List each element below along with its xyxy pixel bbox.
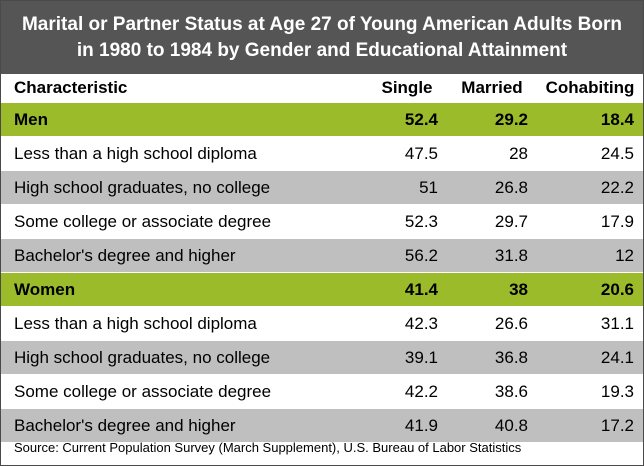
table-title: Marital or Partner Status at Age 27 of Y… (1, 1, 643, 74)
cohabiting-value: 22.2 (600, 177, 634, 197)
group-row: Women 41.4 38 20.6 (1, 272, 643, 307)
single-value: 42.2 (404, 381, 438, 401)
cohabiting-value: 17.2 (600, 415, 634, 435)
single-value: 52.3 (404, 211, 438, 231)
cohabiting-value: 24.5 (600, 143, 634, 163)
married-value: 31.8 (494, 245, 528, 265)
single-value: 39.1 (404, 347, 438, 367)
married-value: 40.8 (494, 415, 528, 435)
single-value: 41.4 (404, 279, 438, 299)
column-header-married: Married (461, 78, 523, 97)
cohabiting-value: 19.3 (600, 381, 634, 401)
table-row: Some college or associate degree 42.2 38.6… (1, 374, 643, 409)
data-table: Characteristic Single Married Cohabiting… (1, 74, 643, 442)
header-row: Characteristic Single Married Cohabiting (1, 74, 643, 103)
row-label: Bachelor's degree and higher (14, 415, 236, 435)
married-value: 38.6 (494, 381, 528, 401)
table-row: Less than a high school diploma 42.3 26.6 3… (1, 306, 643, 341)
row-label: Bachelor's degree and higher (14, 245, 236, 265)
cohabiting-value: 18.4 (600, 109, 634, 129)
married-value: 29.7 (494, 211, 528, 231)
group-row: Men 52.4 29.2 18.4 (1, 102, 643, 137)
column-header-cohabiting: Cohabiting (545, 78, 635, 97)
column-header-single: Single (381, 78, 433, 97)
title-line-2: in 1980 to 1984 by Gender and Educationa… (76, 39, 568, 61)
column-header-characteristic: Characteristic (14, 78, 128, 97)
cohabiting-value: 24.1 (600, 347, 634, 367)
table-row: High school graduates, no college 51 26.8 2… (1, 170, 643, 205)
table-row: Less than a high school diploma 47.5 28 24.… (1, 136, 643, 171)
row-label: Some college or associate degree (14, 381, 272, 401)
cohabiting-value: 31.1 (600, 313, 634, 333)
row-label: Less than a high school diploma (14, 313, 257, 333)
married-value: 26.8 (494, 177, 528, 197)
married-value: 28 (509, 143, 528, 163)
table-row: Bachelor's degree and higher 41.9 40.8 17.2 (1, 408, 643, 442)
married-value: 29.2 (494, 109, 528, 129)
title-line-1: Marital or Partner Status at Age 27 of Y… (21, 13, 622, 35)
table-row: High school graduates, no college 39.1 36.… (1, 340, 643, 375)
table-row: Bachelor's degree and higher 56.2 31.8 12 (1, 238, 643, 273)
row-label: Some college or associate degree (14, 211, 272, 231)
single-value: 41.9 (404, 415, 438, 435)
row-label: Women (14, 279, 76, 299)
row-label: Men (14, 109, 48, 129)
row-label: High school graduates, no college (14, 347, 271, 367)
row-label: Less than a high school diploma (14, 143, 257, 163)
cohabiting-value: 17.9 (600, 211, 634, 231)
married-value: 26.6 (494, 313, 528, 333)
cohabiting-value: 20.6 (600, 279, 634, 299)
single-value: 42.3 (404, 313, 438, 333)
single-value: 47.5 (404, 143, 438, 163)
single-value: 56.2 (404, 245, 438, 265)
source-note: Source: Current Population Survey (March… (14, 440, 522, 455)
cohabiting-value: 12 (615, 245, 634, 265)
single-value: 51 (419, 177, 438, 197)
married-value: 38 (509, 279, 528, 299)
single-value: 52.4 (404, 109, 438, 129)
married-value: 36.8 (494, 347, 528, 367)
row-label: High school graduates, no college (14, 177, 271, 197)
table-row: Some college or associate degree 52.3 29.7… (1, 204, 643, 239)
